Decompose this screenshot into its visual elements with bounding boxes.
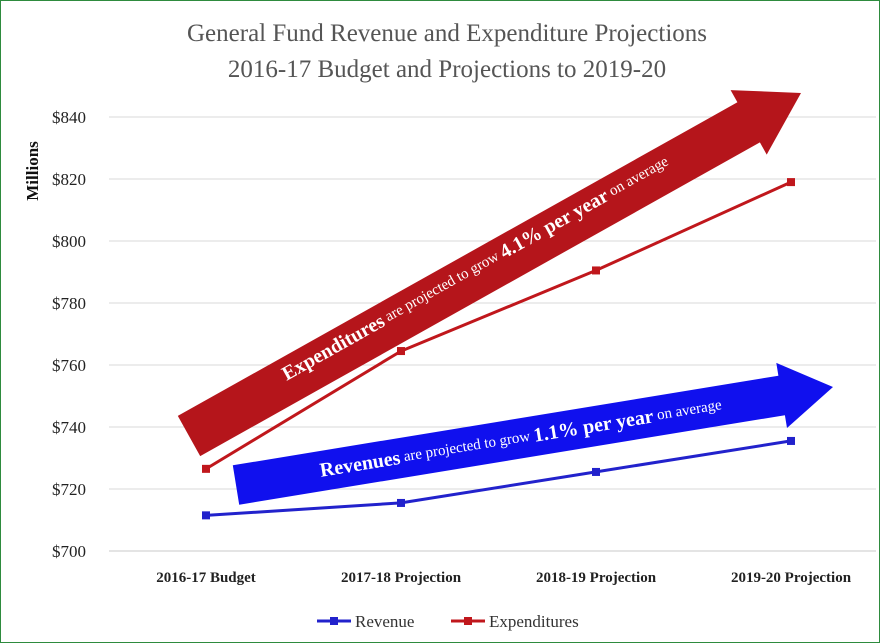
y-axis-label: Millions bbox=[23, 141, 42, 201]
data-point-revenue bbox=[592, 467, 600, 476]
x-tick-label: 2016-17 Budget bbox=[156, 570, 256, 586]
data-point-revenue bbox=[397, 498, 405, 507]
y-tick-label: $740 bbox=[52, 418, 86, 437]
chart-title: General Fund Revenue and Expenditure Pro… bbox=[187, 20, 707, 47]
x-tick-label: 2019-20 Projection bbox=[731, 570, 852, 586]
expenditure-growth-arrow bbox=[177, 90, 802, 457]
y-tick-label: $780 bbox=[52, 294, 86, 313]
data-point-revenue bbox=[202, 511, 210, 520]
data-point-expenditures bbox=[787, 178, 795, 187]
series-line-expenditures bbox=[205, 180, 792, 471]
y-tick-label: $820 bbox=[52, 170, 86, 189]
x-tick-label: 2018-19 Projection bbox=[536, 570, 657, 586]
series-line-revenue bbox=[205, 439, 792, 517]
legend-label: Expenditures bbox=[489, 612, 579, 631]
data-point-expenditures bbox=[592, 266, 600, 275]
y-tick-label: $800 bbox=[52, 232, 86, 251]
data-point-revenue bbox=[787, 436, 795, 445]
legend-marker bbox=[464, 617, 472, 625]
y-tick-label: $840 bbox=[52, 108, 86, 127]
revenue-growth-text: Revenues are projected to grow 1.1% per … bbox=[318, 394, 723, 482]
y-tick-label: $720 bbox=[52, 480, 86, 499]
legend-marker bbox=[330, 617, 338, 625]
expenditure-growth-text: Expenditures are projected to grow 4.1% … bbox=[278, 150, 673, 384]
data-point-expenditures bbox=[397, 347, 405, 356]
y-tick-label: $700 bbox=[52, 542, 86, 561]
y-tick-label: $760 bbox=[52, 356, 86, 375]
legend-label: Revenue bbox=[355, 612, 414, 631]
chart-subtitle: 2016-17 Budget and Projections to 2019-2… bbox=[228, 56, 666, 83]
revenue-growth-arrow bbox=[232, 362, 834, 505]
x-tick-label: 2017-18 Projection bbox=[341, 570, 462, 586]
data-point-expenditures bbox=[202, 464, 210, 473]
